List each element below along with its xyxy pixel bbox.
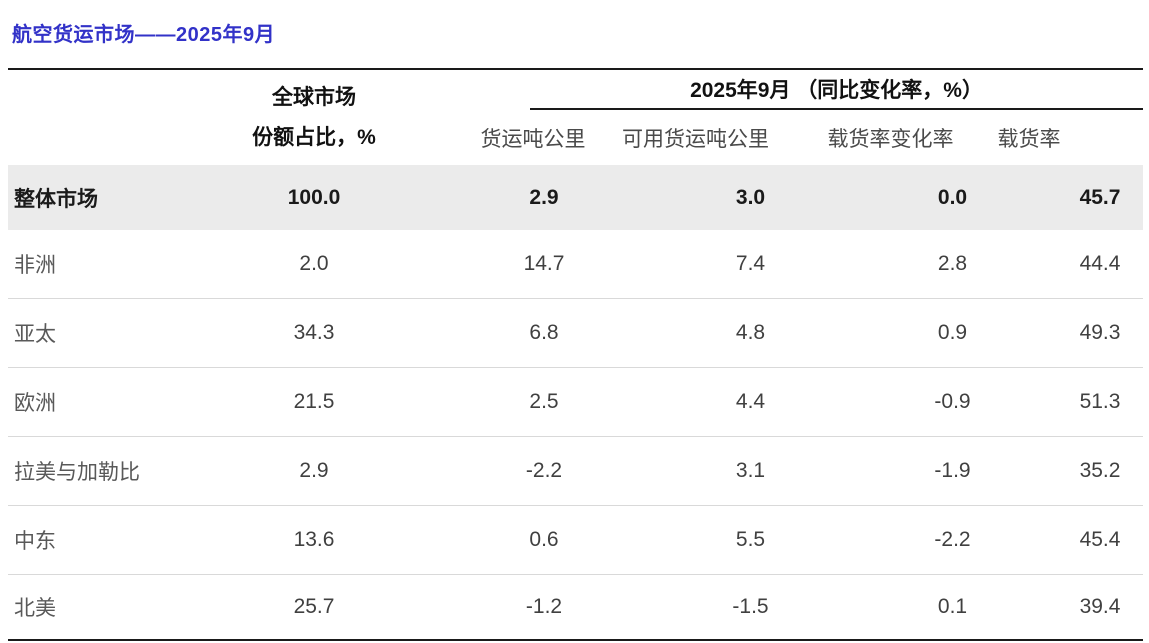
header-row-subcolumns: 货运吨公里 可用货运吨公里 载货率变化率 载货率 [8, 110, 1143, 165]
actk-cell: -1.5 [732, 595, 769, 618]
ctk-cell: 2.5 [529, 390, 559, 413]
ctk-cell: 6.8 [529, 321, 559, 344]
ctk-cell: -2.2 [525, 459, 563, 482]
load-factor-cell: 49.3 [1079, 321, 1121, 344]
share-cell: 34.3 [293, 321, 335, 344]
share-cell: 13.6 [293, 528, 335, 551]
ctk-cell: 2.9 [435, 165, 653, 230]
actk-cell: 3.1 [735, 459, 766, 482]
load-factor-header: 载货率 [997, 127, 1061, 151]
load-factor-cell: 44.4 [1079, 252, 1121, 275]
period-group-header: 2025年9月 （同比变化率，%） [435, 69, 1144, 110]
share-cell: 21.5 [293, 390, 335, 413]
load-factor-cell: 45.4 [1079, 528, 1121, 551]
corner-blank-cell [8, 69, 193, 165]
load-factor-change-cell: 0.0 [848, 165, 1057, 230]
global-share-header-line1: 全球市场 [272, 85, 356, 109]
actk-cell: 4.8 [735, 321, 766, 344]
region-cell: 中东 [14, 530, 56, 553]
load-factor-cell: 51.3 [1079, 390, 1121, 413]
table-row: 中东 13.6 0.6 5.5 -2.2 45.4 [8, 506, 1144, 575]
region-cell: 北美 [14, 597, 56, 620]
page-title: 航空货运市场——2025年9月 [12, 24, 276, 46]
region-cell: 亚太 [14, 323, 56, 346]
ctk-cell: -1.2 [525, 595, 563, 618]
share-cell: 2.9 [299, 459, 329, 482]
load-factor-change-header: 载货率变化率 [827, 127, 954, 151]
ctk-cell: 0.6 [529, 528, 559, 551]
table-row: 非洲 2.0 14.7 7.4 2.8 44.4 [8, 230, 1144, 299]
actk-header: 可用货运吨公里 [622, 127, 769, 151]
region-cell: 拉美与加勒比 [14, 461, 140, 484]
air-cargo-market-table: 全球市场 份额占比，% 2025年9月 （同比变化率，%） 货运吨公里 可用货运… [8, 68, 1144, 641]
load-factor-cell: 35.2 [1079, 459, 1121, 482]
load-factor-cell: 45.7 [1057, 165, 1144, 230]
header-row-group: 全球市场 份额占比，% 2025年9月 （同比变化率，%） [8, 69, 1144, 149]
share-cell: 2.0 [299, 252, 329, 275]
share-cell: 25.7 [293, 595, 335, 618]
global-share-header-line2: 份额占比，% [252, 125, 376, 149]
table-row: 欧洲 21.5 2.5 4.4 -0.9 51.3 [8, 368, 1144, 437]
load-factor-change-cell: -0.9 [934, 390, 971, 413]
load-factor-change-cell: -1.9 [934, 459, 971, 482]
actk-cell: 4.4 [735, 390, 766, 413]
table-row: 亚太 34.3 6.8 4.8 0.9 49.3 [8, 299, 1144, 368]
period-group-header-label: 2025年9月 （同比变化率，%） [530, 70, 1144, 110]
actk-cell: 5.5 [735, 528, 766, 551]
table-row: 北美 25.7 -1.2 -1.5 0.1 39.4 [8, 575, 1143, 641]
ctk-cell: 14.7 [523, 252, 565, 275]
load-factor-cell: 39.4 [1079, 595, 1121, 618]
region-cell: 非洲 [14, 254, 56, 277]
table-header: 全球市场 份额占比，% 2025年9月 （同比变化率，%） 货运吨公里 可用货运… [8, 69, 1144, 165]
ctk-header: 货运吨公里 [480, 127, 586, 151]
load-factor-change-cell: 2.8 [937, 252, 968, 275]
load-factor-change-cell: 0.9 [937, 321, 968, 344]
region-cell: 整体市场 [8, 165, 193, 230]
load-factor-change-cell: -2.2 [934, 528, 971, 551]
table-body: 整体市场 100.0 2.9 3.0 0.0 45.7 非洲 2.0 14.7 … [8, 165, 1144, 641]
share-cell: 100.0 [193, 165, 435, 230]
global-share-header: 全球市场 份额占比，% [193, 69, 435, 165]
load-factor-change-cell: 0.1 [937, 595, 968, 618]
table-row: 拉美与加勒比 2.9 -2.2 3.1 -1.9 35.2 [8, 437, 1144, 506]
table-row-total: 整体市场 100.0 2.9 3.0 0.0 45.7 [8, 165, 1144, 230]
region-cell: 欧洲 [14, 392, 56, 415]
actk-cell: 3.0 [653, 165, 848, 230]
actk-cell: 7.4 [735, 252, 766, 275]
